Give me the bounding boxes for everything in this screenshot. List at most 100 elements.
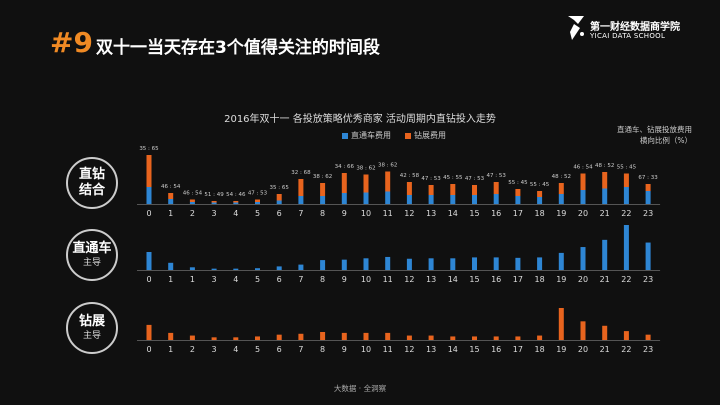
bar-combined-orange-20 bbox=[580, 173, 586, 190]
data-label-12: 42 : 58 bbox=[400, 173, 420, 179]
bar-panel1-9 bbox=[341, 259, 347, 270]
bar-combined-blue-11 bbox=[385, 191, 391, 204]
tick-panel1-17: 17 bbox=[513, 275, 523, 284]
bar-combined-orange-16 bbox=[493, 182, 499, 194]
tick-panel0-11: 11 bbox=[383, 209, 393, 218]
logo-name-en: YICAI DATA SCHOOL bbox=[590, 32, 666, 40]
tick-panel0-18: 18 bbox=[535, 209, 545, 218]
bar-combined-blue-17 bbox=[515, 196, 521, 204]
footer: 大数据 · 全洞察 bbox=[333, 384, 387, 393]
bar-panel2-3 bbox=[211, 337, 217, 340]
tick-panel0-9: 9 bbox=[342, 209, 347, 218]
tick-panel0-7: 7 bbox=[298, 209, 303, 218]
data-label-2: 46 : 54 bbox=[183, 191, 203, 197]
data-label-1: 46 : 54 bbox=[161, 184, 181, 190]
bar-combined-orange-12 bbox=[406, 182, 412, 195]
data-label-21: 48 : 52 bbox=[595, 163, 614, 169]
tick-panel2-4: 4 bbox=[233, 345, 238, 354]
bar-panel1-18 bbox=[537, 257, 543, 270]
bar-panel1-5 bbox=[255, 268, 260, 270]
tick-panel0-12: 12 bbox=[404, 209, 414, 218]
bar-panel1-21 bbox=[602, 239, 608, 270]
tick-panel1-16: 16 bbox=[491, 275, 501, 284]
tick-panel1-21: 21 bbox=[600, 275, 610, 284]
legend-swatch-blue bbox=[342, 132, 348, 139]
bar-panel1-11 bbox=[385, 256, 391, 270]
tick-panel0-22: 22 bbox=[621, 209, 631, 218]
bar-combined-blue-12 bbox=[406, 195, 412, 204]
tick-panel1-6: 6 bbox=[277, 275, 282, 284]
ratio-note: 直通车、钻展投放费用 横向比例（%） bbox=[617, 124, 692, 146]
tick-panel2-5: 5 bbox=[255, 345, 260, 354]
bar-panel2-20 bbox=[580, 321, 586, 340]
tick-panel1-0: 0 bbox=[146, 275, 151, 284]
bar-panel2-19 bbox=[558, 308, 564, 340]
bar-combined-orange-1 bbox=[168, 193, 174, 199]
bar-panel2-21 bbox=[602, 325, 608, 340]
tick-panel0-2: 2 bbox=[190, 209, 195, 218]
tick-panel0-0: 0 bbox=[146, 209, 151, 218]
bar-combined-orange-15 bbox=[472, 185, 477, 195]
tick-panel2-0: 0 bbox=[146, 345, 151, 354]
panel-label-ztc-line-1: 直通车 bbox=[72, 241, 112, 256]
panel-label-ztc: 直通车 主导 bbox=[66, 229, 118, 281]
bar-combined-orange-6 bbox=[276, 194, 282, 201]
bar-combined-blue-19 bbox=[558, 194, 564, 204]
bar-combined-blue-2 bbox=[189, 202, 195, 204]
data-label-3: 51 : 49 bbox=[204, 192, 224, 198]
bar-panel1-16 bbox=[493, 257, 499, 270]
slide-number: #9 bbox=[50, 26, 93, 59]
bar-panel2-5 bbox=[255, 336, 260, 340]
tick-panel2-12: 12 bbox=[404, 345, 414, 354]
bar-panel2-6 bbox=[276, 334, 282, 340]
bar-combined-orange-13 bbox=[428, 185, 434, 195]
tick-panel1-5: 5 bbox=[255, 275, 260, 284]
tick-panel2-16: 16 bbox=[491, 345, 501, 354]
tick-panel0-5: 5 bbox=[255, 209, 260, 218]
data-label-7: 32 : 68 bbox=[291, 170, 311, 176]
legend-label-blue: 直通车费用 bbox=[351, 131, 391, 140]
bar-combined-blue-22 bbox=[623, 187, 629, 204]
tick-panel0-1: 1 bbox=[168, 209, 173, 218]
bar-panel1-23 bbox=[645, 242, 651, 270]
bar-panel1-14 bbox=[450, 258, 456, 270]
tick-panel2-21: 21 bbox=[600, 345, 610, 354]
tick-panel2-1: 1 bbox=[168, 345, 173, 354]
bar-combined-orange-23 bbox=[645, 184, 651, 191]
tick-panel1-15: 15 bbox=[469, 275, 479, 284]
bar-panel1-20 bbox=[580, 247, 586, 270]
bar-combined-blue-1 bbox=[168, 199, 174, 204]
ratio-note-line-1: 直通车、钻展投放费用 bbox=[617, 125, 692, 134]
bar-panel1-10 bbox=[363, 258, 369, 270]
tick-panel1-3: 3 bbox=[212, 275, 217, 284]
tick-panel0-17: 17 bbox=[513, 209, 523, 218]
bar-panel1-7 bbox=[298, 264, 304, 270]
tick-panel0-4: 4 bbox=[233, 209, 238, 218]
panel-label-zz-line-1: 钻展 bbox=[78, 314, 105, 329]
bar-panel2-14 bbox=[450, 336, 456, 340]
bar-combined-blue-3 bbox=[211, 202, 217, 204]
bar-combined-blue-16 bbox=[493, 194, 499, 204]
bar-combined-blue-9 bbox=[341, 193, 347, 204]
panel-label-combined-line-2: 结合 bbox=[78, 183, 105, 198]
bar-panel2-7 bbox=[298, 333, 304, 340]
bar-panel1-0 bbox=[146, 252, 152, 270]
tick-panel1-11: 11 bbox=[383, 275, 393, 284]
bar-panel1-15 bbox=[472, 257, 477, 270]
data-label-5: 47 : 53 bbox=[248, 191, 268, 197]
panel-label-combined: 直钻 结合 bbox=[66, 157, 118, 209]
bar-panel2-11 bbox=[385, 332, 391, 340]
data-label-15: 47 : 53 bbox=[465, 176, 485, 182]
tick-panel2-22: 22 bbox=[621, 345, 631, 354]
bar-combined-orange-21 bbox=[602, 172, 608, 189]
data-label-22: 55 : 45 bbox=[617, 165, 637, 171]
bar-combined-blue-4 bbox=[233, 202, 239, 204]
bar-panel1-8 bbox=[320, 260, 326, 270]
bar-combined-orange-0 bbox=[146, 155, 152, 187]
bar-panel1-13 bbox=[428, 258, 434, 270]
tick-panel1-2: 1 bbox=[190, 275, 195, 284]
tick-panel1-12: 12 bbox=[404, 275, 414, 284]
tick-panel1-19: 19 bbox=[556, 275, 566, 284]
panel-label-zz: 钻展 主导 bbox=[66, 302, 118, 354]
bar-panel2-0 bbox=[146, 324, 152, 340]
